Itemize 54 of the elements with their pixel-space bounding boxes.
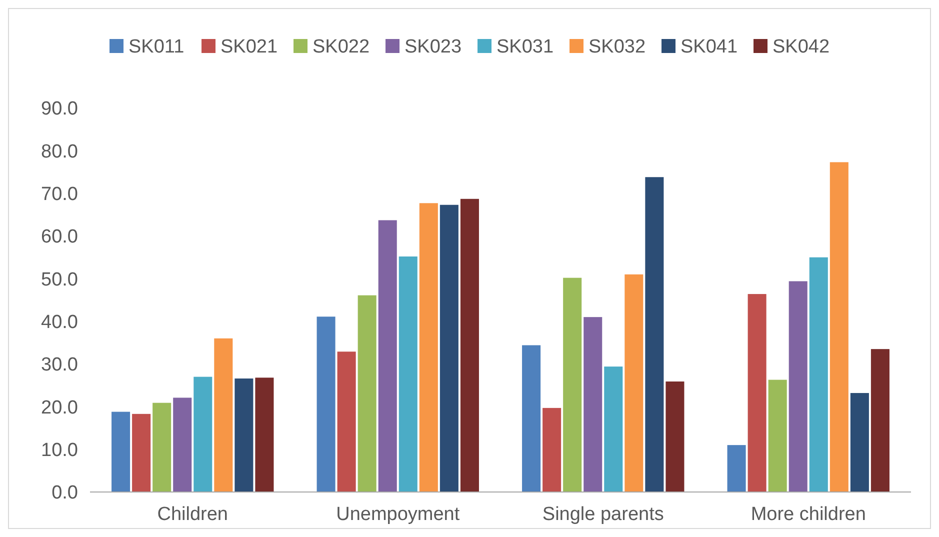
bar bbox=[748, 294, 766, 492]
bar bbox=[850, 393, 869, 492]
bar bbox=[666, 381, 684, 492]
bar bbox=[194, 376, 212, 492]
legend-label: SK031 bbox=[496, 36, 554, 58]
x-tick-label: Single parents bbox=[542, 504, 664, 525]
y-tick-label: 60.0 bbox=[41, 226, 78, 248]
y-tick-label: 90.0 bbox=[41, 98, 78, 120]
y-tick-label: 40.0 bbox=[41, 312, 78, 333]
legend-label: SK041 bbox=[680, 36, 738, 58]
bar bbox=[337, 352, 356, 492]
y-tick-label: 0.0 bbox=[52, 482, 78, 504]
bar bbox=[542, 408, 562, 492]
bar bbox=[398, 256, 418, 492]
x-tick-label: More children bbox=[750, 504, 866, 525]
bar bbox=[214, 338, 233, 492]
y-tick-label: 10.0 bbox=[41, 440, 78, 461]
bar bbox=[440, 204, 458, 492]
bar bbox=[522, 345, 541, 492]
legend-label: SK011 bbox=[128, 36, 184, 58]
bar bbox=[316, 316, 336, 492]
legend-label: SK022 bbox=[312, 36, 370, 58]
bar bbox=[870, 349, 890, 492]
x-tick-label: Unempoyment bbox=[336, 504, 460, 525]
y-tick-label: 70.0 bbox=[41, 184, 78, 205]
bar bbox=[152, 402, 172, 492]
bar bbox=[460, 198, 479, 492]
bar bbox=[809, 257, 828, 492]
bar bbox=[173, 398, 192, 492]
bar bbox=[112, 412, 130, 492]
y-tick-label: 20.0 bbox=[41, 397, 78, 418]
bar bbox=[624, 274, 644, 492]
bar bbox=[604, 366, 623, 492]
y-tick-label: 30.0 bbox=[41, 354, 78, 376]
bar bbox=[419, 203, 438, 492]
bar bbox=[645, 177, 664, 492]
legend-label: SK023 bbox=[404, 36, 462, 58]
bar bbox=[358, 295, 376, 492]
bar bbox=[255, 378, 274, 492]
bar bbox=[132, 414, 151, 492]
x-tick-label: Children bbox=[157, 504, 228, 525]
bar bbox=[234, 378, 254, 492]
legend-label: SK021 bbox=[220, 36, 278, 58]
bar bbox=[378, 220, 397, 492]
bar bbox=[563, 278, 582, 492]
bar bbox=[768, 380, 787, 492]
bar bbox=[788, 281, 808, 492]
bar bbox=[727, 445, 746, 492]
bar bbox=[584, 317, 602, 492]
legend-label: SK032 bbox=[588, 36, 646, 58]
y-tick-label: 50.0 bbox=[41, 269, 78, 290]
bar bbox=[830, 162, 848, 492]
legend-label: SK042 bbox=[772, 36, 830, 58]
y-tick-label: 80.0 bbox=[41, 141, 78, 162]
